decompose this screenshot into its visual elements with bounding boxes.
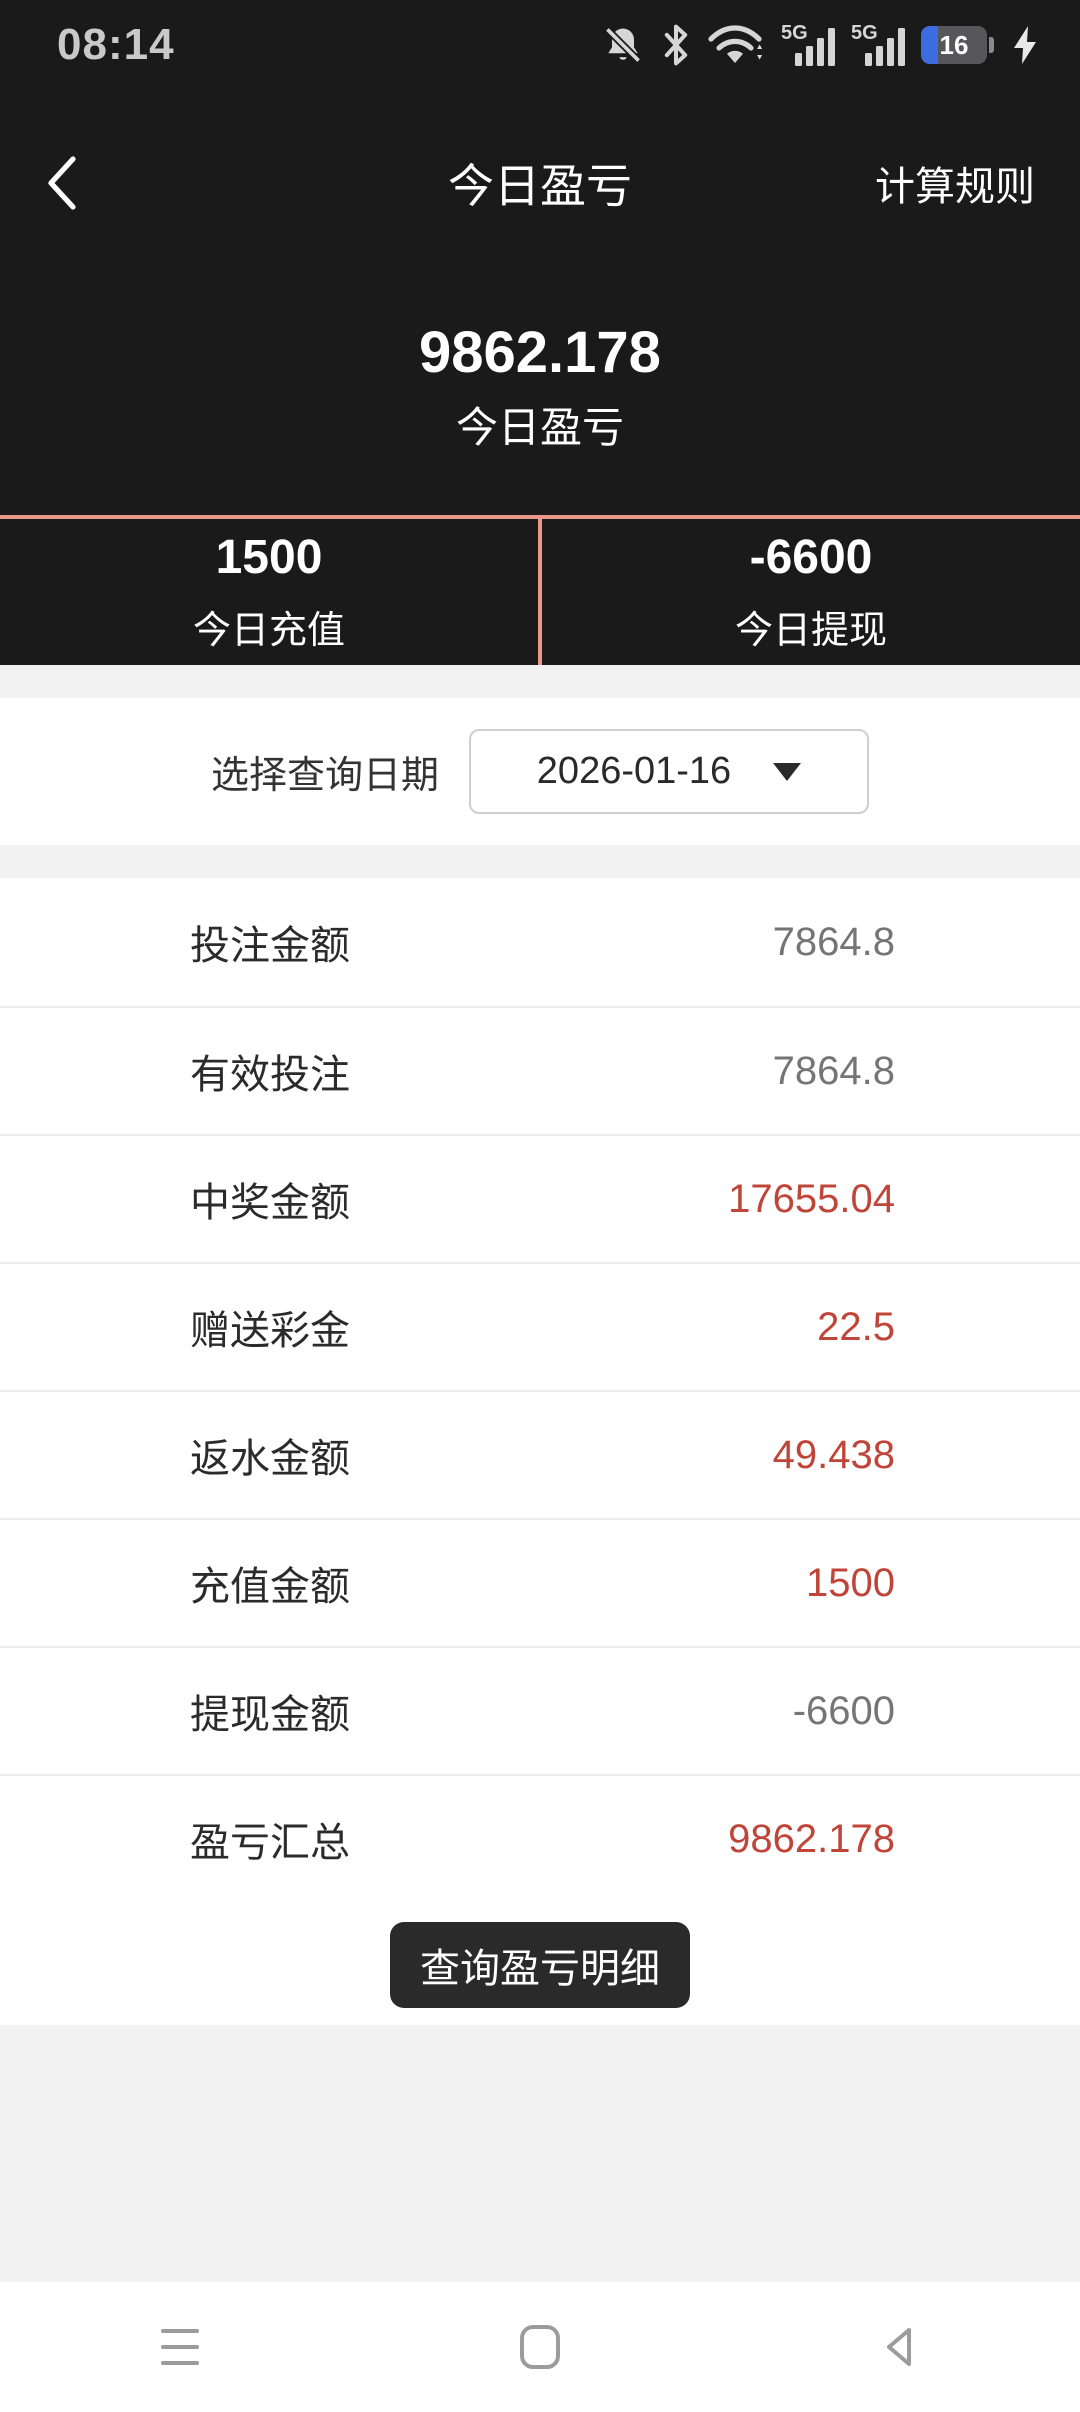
vertical-divider bbox=[538, 519, 542, 665]
page-title: 今日盈亏 bbox=[448, 159, 632, 212]
row-label: 投注金额 bbox=[190, 924, 350, 968]
table-row: 盈亏汇总 9862.178 bbox=[0, 1774, 1080, 1902]
signal-bars-icon bbox=[795, 28, 835, 66]
table-row: 返水金额 49.438 bbox=[0, 1390, 1080, 1518]
row-label: 提现金额 bbox=[190, 1693, 350, 1737]
table-row: 赠送彩金 22.5 bbox=[0, 1262, 1080, 1390]
today-deposit-value: 1500 bbox=[215, 531, 323, 584]
row-label: 充值金额 bbox=[190, 1565, 350, 1609]
table-row: 有效投注 7864.8 bbox=[0, 1006, 1080, 1134]
button-zone: 查询盈亏明细 bbox=[0, 1902, 1080, 2025]
today-deposit-cell: 1500 今日充值 bbox=[0, 519, 538, 665]
today-stats-row: 1500 今日充值 -6600 今日提现 bbox=[0, 515, 1080, 665]
today-withdraw-value: -6600 bbox=[749, 531, 873, 584]
row-value: 7864.8 bbox=[772, 919, 895, 964]
battery-indicator: 16 bbox=[921, 26, 994, 64]
notifications-off-icon bbox=[604, 26, 642, 64]
date-picker-dropdown[interactable]: 2026-01-16 bbox=[469, 729, 869, 814]
today-deposit-label: 今日充值 bbox=[192, 610, 345, 652]
back-button[interactable] bbox=[45, 153, 105, 213]
nav-back-button[interactable] bbox=[720, 2282, 1080, 2412]
signal-5g-sim2: 5G bbox=[851, 22, 905, 68]
table-row: 中奖金额 17655.04 bbox=[0, 1134, 1080, 1262]
nav-home-button[interactable] bbox=[360, 2282, 720, 2412]
row-label: 赠送彩金 bbox=[190, 1309, 350, 1353]
clock: 08:14 bbox=[57, 20, 175, 69]
home-icon bbox=[520, 2325, 560, 2369]
section-gap bbox=[0, 845, 1080, 878]
battery-fill bbox=[921, 26, 938, 64]
row-label: 盈亏汇总 bbox=[190, 1821, 350, 1865]
row-value: 22.5 bbox=[817, 1304, 895, 1349]
back-triangle-icon bbox=[887, 2328, 911, 2366]
today-withdraw-cell: -6600 今日提现 bbox=[542, 519, 1080, 665]
status-bar: 08:14 bbox=[0, 0, 1080, 90]
table-row: 充值金额 1500 bbox=[0, 1518, 1080, 1646]
row-value: 49.438 bbox=[772, 1432, 895, 1477]
table-row: 投注金额 7864.8 bbox=[0, 878, 1080, 1006]
signal-bars-icon bbox=[865, 28, 905, 66]
row-label: 有效投注 bbox=[190, 1053, 350, 1097]
dark-header-block: 08:14 bbox=[0, 0, 1080, 515]
query-profit-detail-button[interactable]: 查询盈亏明细 bbox=[390, 1922, 690, 2008]
row-value: 9862.178 bbox=[728, 1816, 895, 1861]
section-gap bbox=[0, 665, 1080, 698]
row-value: 1500 bbox=[806, 1560, 895, 1605]
row-value: 17655.04 bbox=[728, 1176, 895, 1221]
bluetooth-icon bbox=[664, 24, 688, 66]
profit-amount: 9862.178 bbox=[419, 320, 661, 385]
nav-recents-button[interactable] bbox=[0, 2282, 360, 2412]
battery-percent: 16 bbox=[939, 29, 969, 60]
selected-date: 2026-01-16 bbox=[536, 750, 732, 792]
row-value: -6600 bbox=[792, 1688, 895, 1733]
table-row: 提现金额 -6600 bbox=[0, 1646, 1080, 1774]
profit-amount-label: 今日盈亏 bbox=[455, 404, 624, 451]
back-chevron-icon bbox=[48, 155, 76, 210]
status-icons: 5G 5G 16 bbox=[601, 22, 1040, 68]
detail-list: 投注金额 7864.8 有效投注 7864.8 中奖金额 17655.04 赠送… bbox=[0, 878, 1080, 1902]
signal-5g-sim1: 5G bbox=[781, 22, 835, 68]
profit-summary: 9862.178 今日盈亏 bbox=[0, 318, 1080, 456]
charging-bolt-icon bbox=[1014, 26, 1036, 64]
app-header: 今日盈亏 计算规则 bbox=[0, 90, 1080, 240]
row-label: 返水金额 bbox=[190, 1437, 350, 1481]
battery-cap bbox=[989, 37, 994, 53]
today-withdraw-label: 今日提现 bbox=[734, 610, 887, 652]
empty-area bbox=[0, 2025, 1080, 2282]
row-value: 7864.8 bbox=[772, 1048, 895, 1093]
date-picker-row: 选择查询日期 2026-01-16 bbox=[0, 698, 1080, 845]
android-nav-bar bbox=[0, 2282, 1080, 2412]
battery-icon: 16 bbox=[921, 26, 987, 64]
chevron-down-icon bbox=[773, 762, 802, 781]
wifi-icon bbox=[708, 25, 763, 63]
row-label: 中奖金额 bbox=[190, 1181, 350, 1225]
date-picker-label: 选择查询日期 bbox=[210, 755, 439, 797]
calc-rules-link[interactable]: 计算规则 bbox=[875, 164, 1035, 209]
recents-icon bbox=[161, 2329, 199, 2365]
